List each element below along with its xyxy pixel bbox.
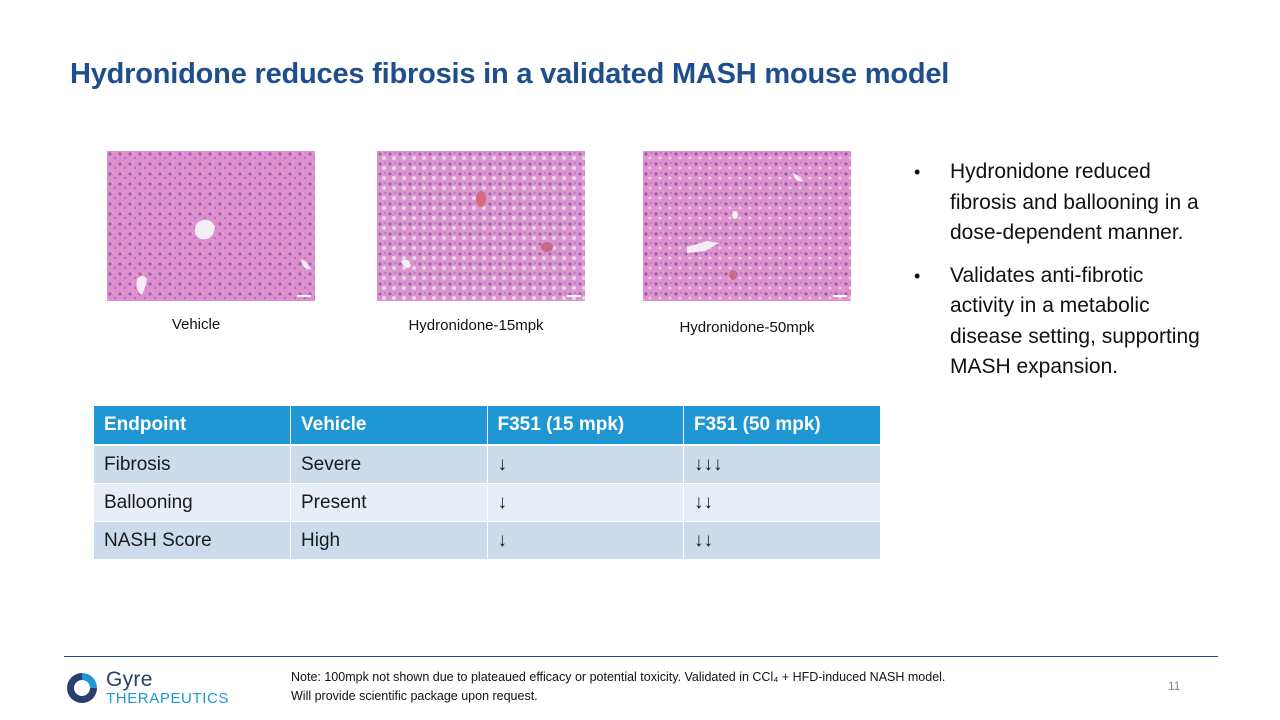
caption-15mpk: Hydronidone-15mpk <box>408 317 544 334</box>
caption-vehicle: Vehicle <box>171 316 221 333</box>
header-endpoint: Endpoint <box>94 406 291 446</box>
key-points-list: • Hydronidone reduced fibrosis and ballo… <box>912 157 1202 395</box>
histology-image-vehicle <box>107 151 315 301</box>
table-header-row: Endpoint Vehicle F351 (15 mpk) F351 (50 … <box>94 406 880 446</box>
gyre-logo-icon <box>67 673 97 703</box>
bullet-item: • Validates anti-fibrotic activity in a … <box>912 261 1202 383</box>
table-cell: ↓ <box>487 445 684 484</box>
table-cell: High <box>290 521 488 560</box>
bullet-text: Validates anti-fibrotic activity in a me… <box>950 263 1200 379</box>
bullet-text: Hydronidone reduced fibrosis and balloon… <box>950 160 1199 244</box>
footnote-line-2: Will provide scientific package upon req… <box>291 689 538 703</box>
table-cell: ↓ <box>487 521 684 560</box>
table-cell: ↓ <box>487 483 684 522</box>
table-cell: ↓↓↓ <box>683 445 880 484</box>
table-cell: Present <box>290 483 488 522</box>
endpoints-table: Endpoint Vehicle F351 (15 mpk) F351 (50 … <box>94 406 880 560</box>
footnote: Note: 100mpk not shown due to plateaued … <box>291 668 945 706</box>
company-logo: Gyre THERAPEUTICS <box>64 666 244 710</box>
histology-image-15mpk <box>377 151 585 301</box>
caption-50mpk: Hydronidone-50mpk <box>679 319 815 336</box>
logo-name: Gyre <box>106 668 153 691</box>
table-row: NASH Score High ↓ ↓↓ <box>94 521 880 560</box>
footer-divider <box>64 656 1218 657</box>
table-row: Ballooning Present ↓ ↓↓ <box>94 483 880 522</box>
table-cell: Ballooning <box>94 483 291 522</box>
footnote-line-1: Note: 100mpk not shown due to plateaued … <box>291 670 946 684</box>
header-50mpk: F351 (50 mpk) <box>683 406 880 446</box>
table-row: Fibrosis Severe ↓ ↓↓↓ <box>94 445 880 484</box>
table-cell: Fibrosis <box>94 445 291 484</box>
bullet-dot-icon: • <box>914 162 921 182</box>
table-cell: Severe <box>290 445 488 484</box>
bullet-dot-icon: • <box>914 265 921 286</box>
histology-image-50mpk <box>643 151 851 301</box>
bullet-item: • Hydronidone reduced fibrosis and ballo… <box>912 157 1202 249</box>
slide-title: Hydronidone reduces fibrosis in a valida… <box>70 58 950 90</box>
header-vehicle: Vehicle <box>290 406 488 446</box>
table-cell: NASH Score <box>94 521 291 560</box>
page-number: 11 <box>1168 679 1181 693</box>
table-cell: ↓↓ <box>683 483 880 522</box>
header-15mpk: F351 (15 mpk) <box>487 406 684 446</box>
table-cell: ↓↓ <box>683 521 880 560</box>
logo-subtitle: THERAPEUTICS <box>106 690 230 707</box>
